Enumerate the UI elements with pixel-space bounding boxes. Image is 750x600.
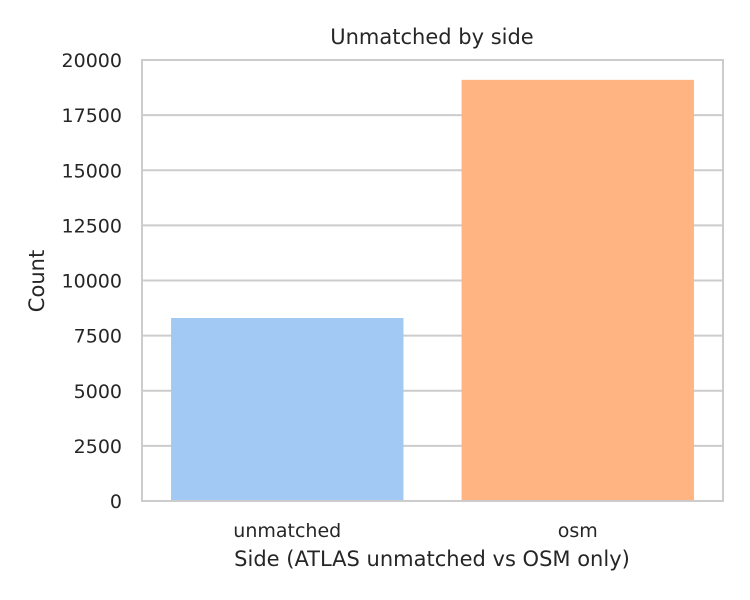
y-tick-label: 20000 [62, 50, 122, 72]
y-tick-label: 10000 [62, 271, 122, 293]
bar-osm [461, 79, 694, 500]
chart-title: Unmatched by side [330, 25, 533, 49]
y-tick-labels: 0 2500 5000 7500 10000 12500 15000 17500 20000 [62, 50, 122, 513]
y-axis-label: Count [25, 250, 49, 312]
y-tick-label: 7500 [74, 326, 122, 348]
y-tick-label: 17500 [62, 105, 122, 127]
y-tick-label: 2500 [74, 436, 122, 458]
y-tick-label: 12500 [62, 215, 122, 237]
x-tick-label-osm: osm [558, 520, 598, 542]
plot-frame [141, 59, 724, 502]
x-tick-label-unmatched: unmatched [233, 520, 341, 542]
y-tick-label: 5000 [74, 381, 122, 403]
x-axis-label: Side (ATLAS unmatched vs OSM only) [234, 547, 630, 571]
bar-unmatched [171, 317, 404, 500]
y-tick-label: 0 [110, 491, 122, 513]
bars [171, 79, 694, 500]
x-tick-labels: unmatched osm [233, 520, 597, 542]
y-tick-label: 15000 [62, 160, 122, 182]
